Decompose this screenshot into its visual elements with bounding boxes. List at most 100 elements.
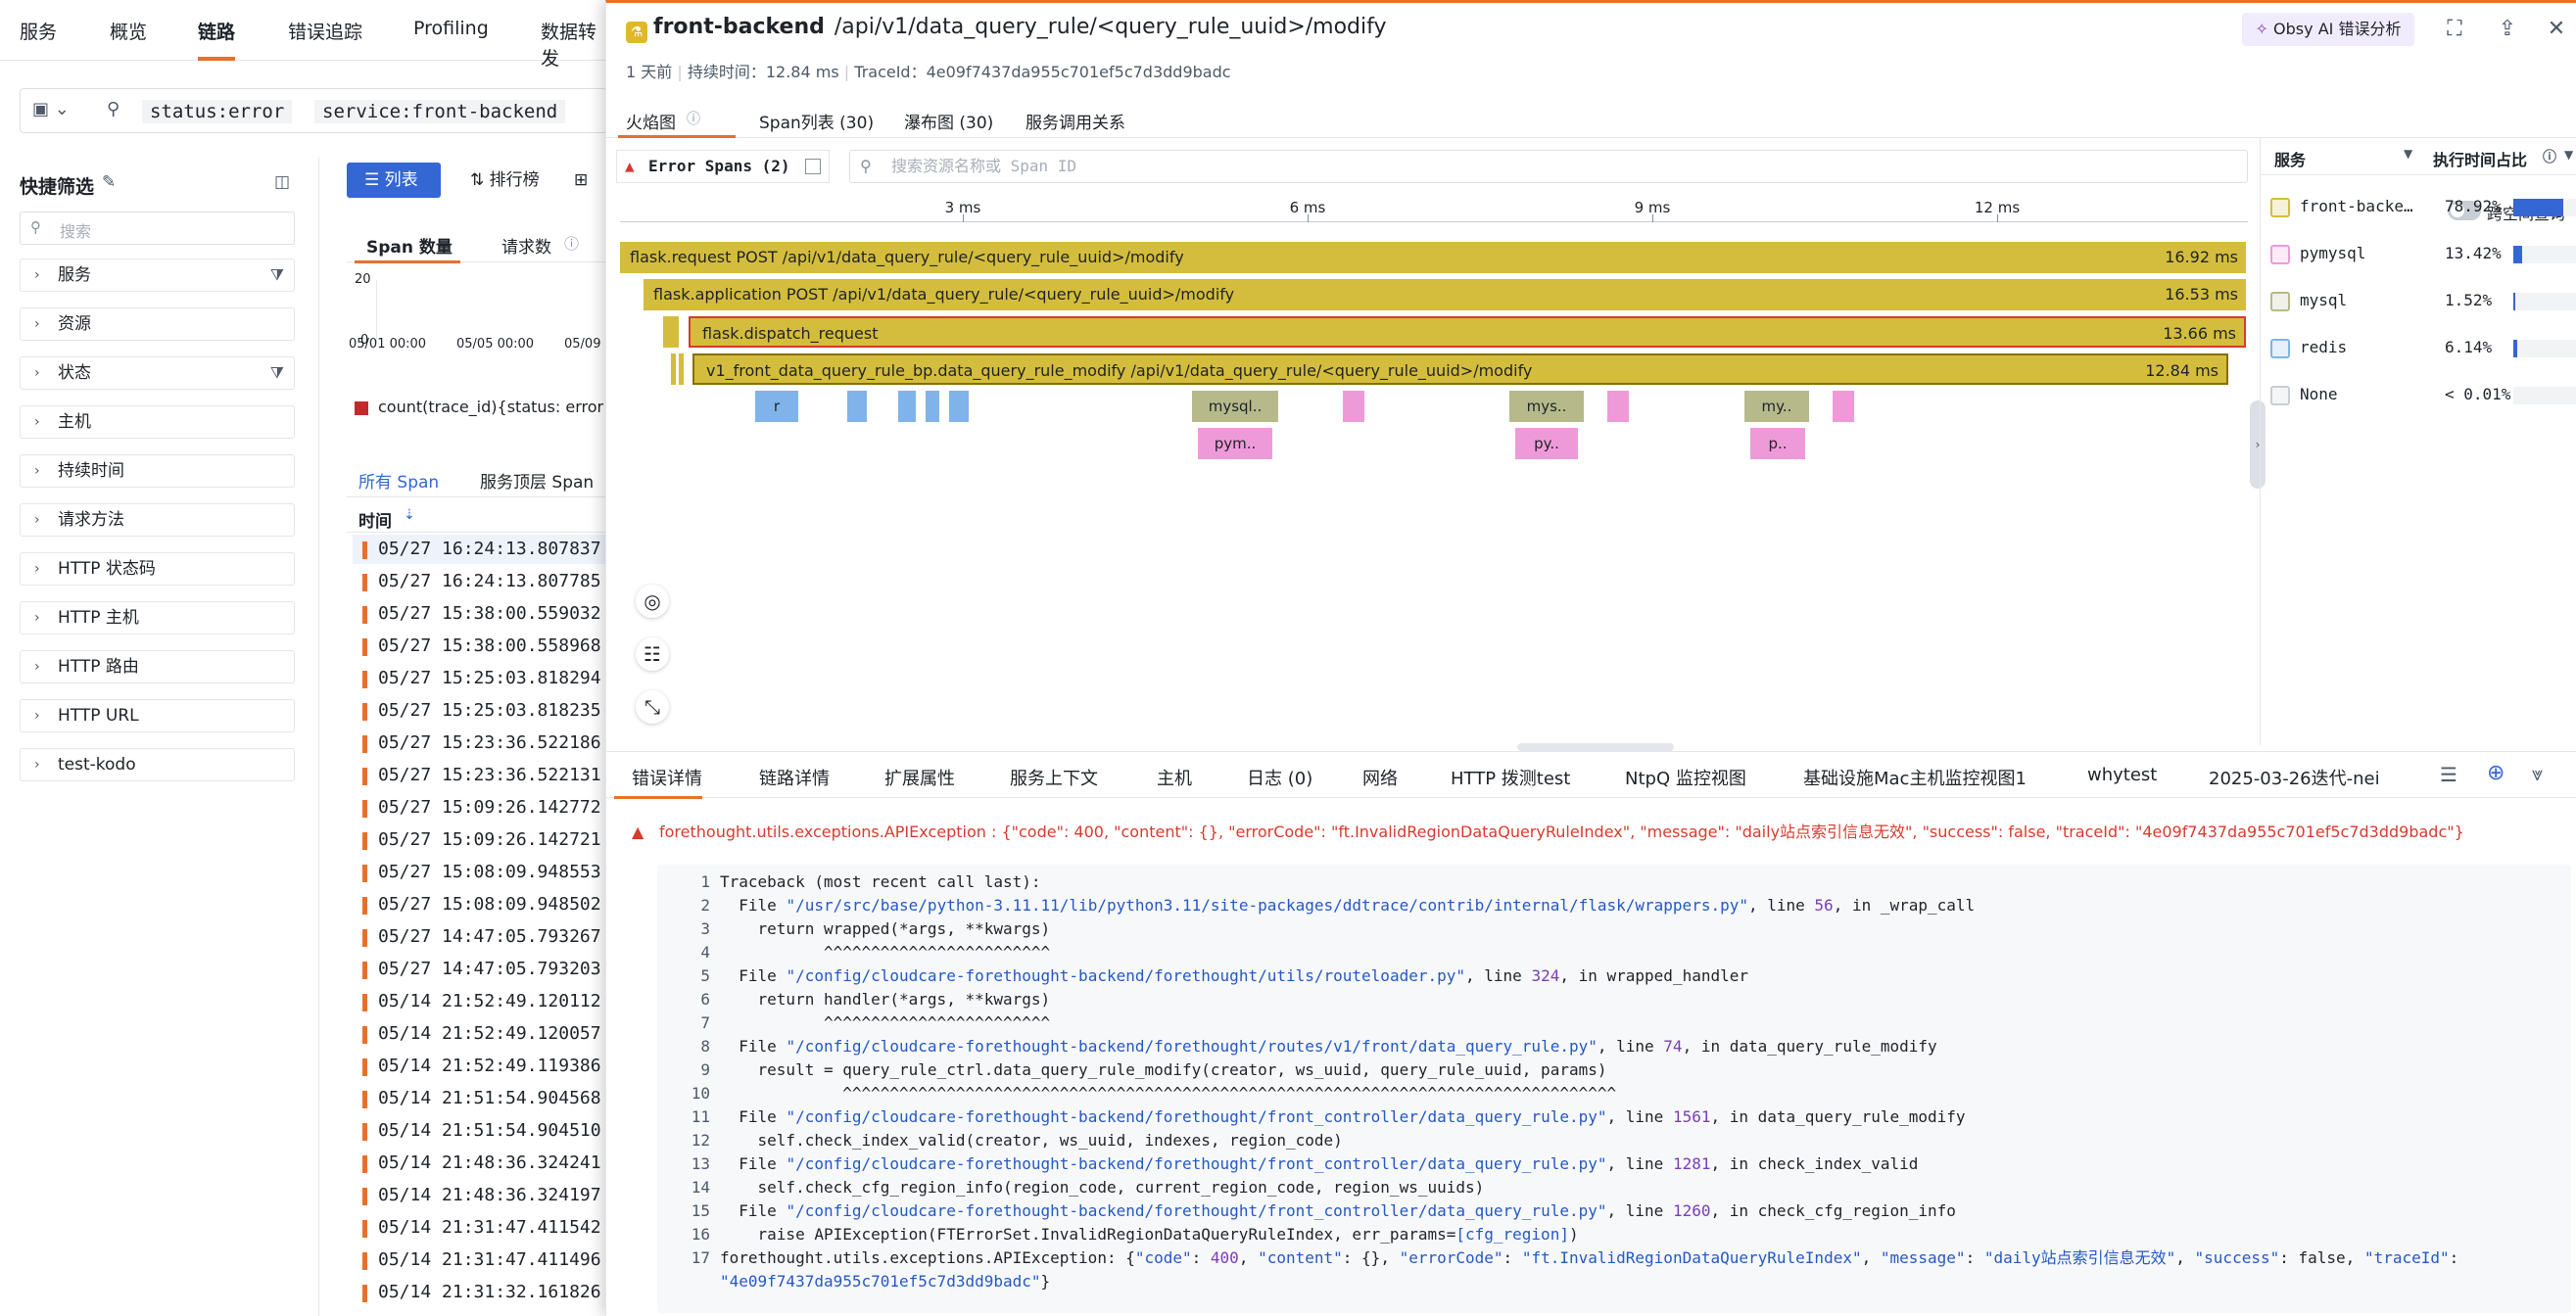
service-row[interactable]: front-backe… 78.92% — [2261, 183, 2576, 230]
span-pymysql[interactable]: pym.. — [1198, 428, 1272, 459]
tab-whytest[interactable]: whytest — [2087, 765, 2158, 785]
span-redis[interactable] — [898, 391, 916, 422]
trace-id[interactable]: TraceId：4e09f7437da955c701ef5c7d3dd9badc — [854, 63, 1231, 81]
chart-view-icon[interactable]: ⊞ — [574, 170, 589, 190]
tab-http-dial-test[interactable]: HTTP 拨测test — [1451, 769, 1571, 789]
query-chip-service[interactable]: service:front-backend — [314, 100, 566, 123]
span-mysql[interactable]: my.. — [1744, 391, 1809, 422]
table-row[interactable]: 05/27 15:25:03.818235 — [353, 696, 617, 726]
collapse-icon[interactable]: ⩔ — [2532, 762, 2544, 785]
filter-search-input[interactable]: ⚲ 搜索 — [20, 212, 295, 245]
span-redis[interactable]: r — [755, 391, 798, 422]
tab-span-list[interactable]: Span列表 (30) — [759, 114, 875, 133]
tab-request-count[interactable]: 请求数 — [501, 238, 551, 258]
tab-waterfall[interactable]: 瀑布图 (30) — [904, 114, 994, 133]
tab-extended-attrs[interactable]: 扩展属性 — [884, 769, 955, 789]
tab-error-detail[interactable]: 错误详情 — [632, 769, 702, 789]
span-redis[interactable] — [926, 391, 939, 422]
table-row[interactable]: 05/27 14:47:05.793203 — [353, 955, 617, 984]
filter-group[interactable]: › 主机 — [20, 405, 295, 439]
table-row[interactable]: 05/27 15:25:03.818294 — [353, 664, 617, 693]
collapse-panel-icon[interactable]: ◫ — [274, 172, 291, 192]
span-mysql[interactable]: mysql.. — [1192, 391, 1278, 422]
service-row[interactable]: pymysql 13.42% — [2261, 230, 2576, 277]
span-flask-dispatch-request[interactable]: flask.dispatch_request 13.66 ms — [689, 316, 2246, 348]
span-small[interactable] — [663, 316, 679, 348]
service-row[interactable]: redis 6.14% — [2261, 324, 2576, 371]
chevron-down-icon[interactable]: ▼ — [2404, 147, 2413, 161]
table-row[interactable]: 05/14 21:48:36.324197 — [353, 1181, 617, 1210]
table-row[interactable]: 05/27 15:09:26.142772 — [353, 793, 617, 822]
locate-icon[interactable]: ◎ — [636, 585, 669, 618]
tab-network[interactable]: 网络 — [1362, 769, 1398, 789]
filter-group[interactable]: › 状态 ⧩ — [20, 356, 295, 390]
filter-group[interactable]: › HTTP 主机 — [20, 601, 295, 634]
table-row[interactable]: 05/27 15:08:09.948553 — [353, 858, 617, 887]
nav-data-forward[interactable]: 数据转发 — [541, 22, 597, 70]
edit-icon[interactable]: ✎ — [102, 172, 117, 192]
nav-traces[interactable]: 链路 — [198, 22, 236, 43]
filter-clear-icon[interactable]: ⧩ — [269, 265, 284, 284]
span-pymysql[interactable] — [1833, 391, 1854, 422]
help-icon[interactable]: ⓘ — [2543, 150, 2556, 165]
tab-service-map[interactable]: 服务调用关系 — [1026, 114, 1125, 133]
share-icon[interactable]: ⇪ — [2498, 17, 2517, 41]
rank-view-button[interactable]: ⇅ 排行榜 — [470, 170, 540, 190]
tab-trace-detail[interactable]: 链路详情 — [759, 769, 830, 789]
tab-host[interactable]: 主机 — [1157, 769, 1192, 789]
cross-space-toggle[interactable] — [2448, 201, 2481, 220]
column-time[interactable]: 时间 — [358, 512, 392, 532]
filter-group[interactable]: › test-kodo — [20, 748, 295, 781]
table-row[interactable]: 05/27 16:24:13.807837 — [353, 535, 617, 564]
filter-group[interactable]: › HTTP 路由 — [20, 650, 295, 683]
filter-group[interactable]: › 服务 ⧩ — [20, 258, 295, 292]
tab-logs[interactable]: 日志 (0) — [1247, 769, 1313, 789]
filter-group[interactable]: › 持续时间 — [20, 454, 295, 488]
table-row[interactable]: 05/14 21:52:49.119386 — [353, 1052, 617, 1081]
table-row[interactable]: 05/27 14:47:05.793267 — [353, 922, 617, 952]
nav-profiling[interactable]: Profiling — [413, 18, 489, 39]
sort-icon[interactable]: ⇣ — [404, 507, 415, 523]
span-data-query-rule-modify[interactable]: v1_front_data_query_rule_bp.data_query_r… — [692, 353, 2228, 385]
table-row[interactable]: 05/14 21:51:54.904568 — [353, 1084, 617, 1113]
query-mode-icon[interactable]: ▣ ⌄ — [32, 99, 70, 119]
table-row[interactable]: 05/27 15:38:00.559032 — [353, 599, 617, 629]
filter-group[interactable]: › HTTP 状态码 — [20, 552, 295, 586]
help-icon[interactable]: ⓘ — [564, 235, 580, 253]
tab-span-count[interactable]: Span 数量 — [366, 238, 453, 258]
table-row[interactable]: 05/14 21:52:49.120057 — [353, 1019, 617, 1049]
filter-group[interactable]: › 资源 — [20, 307, 295, 341]
more-tabs-icon[interactable]: ☰ — [2440, 763, 2457, 786]
add-view-icon[interactable]: ⊕ — [2487, 761, 2505, 785]
tab-iteration-view[interactable]: 2025-03-26迭代-nei — [2209, 769, 2380, 789]
table-row[interactable]: 05/14 21:31:47.411542 — [353, 1213, 617, 1243]
span-search-input[interactable]: ⚲ 搜索资源名称或 Span ID — [849, 150, 2248, 183]
nav-error-tracking[interactable]: 错误追踪 — [288, 22, 363, 43]
table-row[interactable]: 05/27 15:09:26.142721 — [353, 825, 617, 855]
shrink-icon[interactable]: ⤡ — [636, 690, 669, 724]
tab-top-spans[interactable]: 服务顶层 Span — [480, 473, 595, 493]
span-flask-request[interactable]: flask.request POST /api/v1/data_query_ru… — [620, 242, 2246, 273]
table-row[interactable]: 05/14 21:31:47.411496 — [353, 1246, 617, 1275]
span-flask-application[interactable]: flask.application POST /api/v1/data_quer… — [644, 279, 2246, 310]
service-row[interactable]: mysql 1.52% — [2261, 277, 2576, 324]
filter-group[interactable]: › HTTP URL — [20, 699, 295, 732]
query-bar[interactable]: ▣ ⌄ ⚲ status:error service:front-backend — [20, 88, 607, 133]
close-icon[interactable]: ✕ — [2547, 17, 2566, 41]
tab-flame-graph[interactable]: 火焰图 — [626, 114, 676, 133]
query-chip-status[interactable]: status:error — [142, 100, 293, 123]
table-row[interactable]: 05/14 21:48:36.324241 — [353, 1149, 617, 1178]
resize-handle[interactable] — [1517, 743, 1674, 751]
nav-services[interactable]: 服务 — [20, 22, 58, 43]
table-row[interactable]: 05/14 21:31:32.161826 — [353, 1278, 617, 1307]
table-row[interactable]: 05/14 21:52:49.120112 — [353, 987, 617, 1016]
span-mysql[interactable]: mys.. — [1509, 391, 1584, 422]
error-spans-checkbox[interactable] — [805, 159, 821, 174]
span-small[interactable] — [671, 353, 676, 385]
filter-clear-icon[interactable]: ⧩ — [269, 363, 284, 382]
tab-ntpq-monitor[interactable]: NtpQ 监控视图 — [1625, 769, 1746, 789]
table-row[interactable]: 05/27 15:38:00.558968 — [353, 632, 617, 661]
span-redis[interactable] — [847, 391, 867, 422]
table-row[interactable]: 05/27 16:24:13.807785 — [353, 567, 617, 596]
table-row[interactable]: 05/27 15:23:36.522186 — [353, 728, 617, 758]
